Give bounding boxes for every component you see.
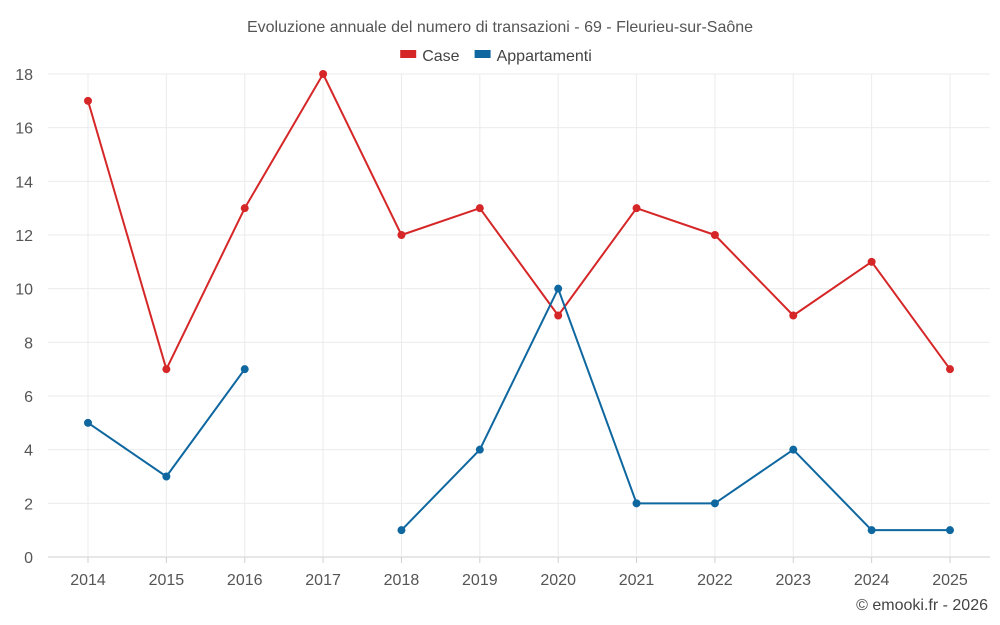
data-point[interactable] — [397, 526, 406, 535]
credit-text: © emooki.fr - 2026 — [856, 597, 988, 614]
data-point[interactable] — [867, 257, 876, 266]
data-point[interactable] — [554, 311, 563, 320]
y-tick-label: 2 — [24, 496, 33, 513]
x-tick-label: 2014 — [70, 572, 106, 589]
grid — [48, 73, 990, 558]
data-point[interactable] — [475, 204, 484, 213]
legend-swatch — [400, 50, 417, 58]
data-point[interactable] — [84, 96, 92, 105]
legend: Case Appartamenti — [400, 48, 592, 65]
x-tick-label: 2018 — [384, 572, 420, 589]
data-point[interactable] — [710, 499, 719, 508]
chart-title: Evoluzione annuale del numero di transaz… — [247, 19, 753, 36]
x-tick-label: 2024 — [854, 572, 890, 589]
data-point[interactable] — [789, 311, 798, 320]
x-tick-label: 2020 — [540, 572, 576, 589]
data-point[interactable] — [867, 526, 876, 535]
x-tick-label: 2021 — [619, 572, 655, 589]
x-tick-label: 2023 — [775, 572, 811, 589]
x-axis: 2014 2015 2016 2017 2018 2019 2020 2021 2022 2023… — [70, 557, 968, 589]
y-tick-label: 12 — [15, 228, 33, 245]
y-tick-label: 16 — [15, 121, 33, 138]
legend-label: Appartamenti — [497, 48, 592, 65]
data-point[interactable] — [554, 284, 563, 293]
legend-label: Case — [422, 48, 459, 65]
data-point[interactable] — [946, 526, 954, 535]
y-tick-label: 18 — [15, 67, 33, 84]
data-point[interactable] — [789, 445, 798, 454]
data-point[interactable] — [240, 204, 249, 213]
series-case — [84, 70, 954, 374]
series-layer — [84, 70, 954, 535]
data-point[interactable] — [397, 231, 406, 239]
x-tick-label: 2017 — [305, 572, 341, 589]
x-tick-label: 2016 — [227, 572, 263, 589]
data-point[interactable] — [240, 365, 249, 374]
data-point[interactable] — [475, 445, 484, 454]
x-tick-label: 2019 — [462, 572, 498, 589]
y-tick-label: 14 — [15, 174, 33, 191]
y-tick-label: 6 — [24, 389, 33, 406]
series-line — [400, 287, 950, 532]
data-point[interactable] — [710, 231, 719, 239]
y-tick-label: 10 — [15, 282, 33, 299]
x-tick-label: 2022 — [697, 572, 733, 589]
data-point[interactable] — [632, 499, 641, 508]
data-point[interactable] — [162, 365, 171, 374]
y-tick-label: 8 — [24, 335, 33, 352]
data-point[interactable] — [946, 365, 954, 374]
legend-swatch — [474, 50, 491, 58]
series-line — [87, 73, 951, 371]
data-point[interactable] — [84, 418, 92, 427]
y-axis: 0 2 4 6 8 10 12 14 16 18 — [15, 67, 33, 567]
y-tick-label: 4 — [24, 443, 33, 460]
series-appartamenti — [84, 284, 954, 535]
x-tick-label: 2025 — [932, 572, 968, 589]
data-point[interactable] — [632, 204, 641, 213]
x-tick-label: 2015 — [149, 572, 185, 589]
data-point[interactable] — [319, 70, 328, 78]
data-point[interactable] — [162, 472, 171, 481]
y-tick-label: 0 — [24, 550, 33, 567]
